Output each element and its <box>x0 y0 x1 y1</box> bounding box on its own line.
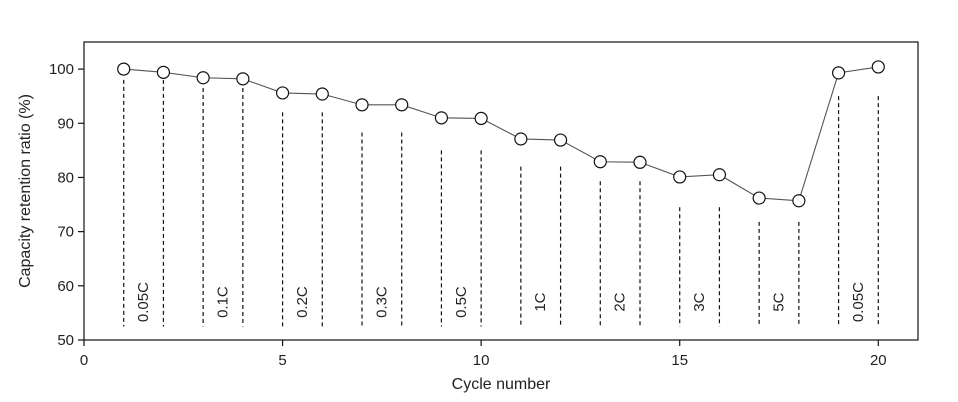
y-tick-label: 100 <box>49 61 74 78</box>
rate-label: 2C <box>612 292 629 311</box>
plot-frame <box>83 41 919 341</box>
data-point <box>156 65 171 79</box>
data-point <box>236 72 250 86</box>
y-tick-label: 50 <box>57 332 74 349</box>
rate-label: 0.5C <box>453 286 470 318</box>
rate-label: 0.1C <box>215 286 232 318</box>
y-tick-label: 90 <box>57 115 74 132</box>
x-axis-title: Cycle number <box>452 376 551 393</box>
x-tick-label: 5 <box>278 352 286 369</box>
rate-label: 0.3C <box>373 286 390 318</box>
data-point <box>673 170 687 184</box>
y-tick-label: 60 <box>57 278 74 295</box>
x-tick-label: 20 <box>870 352 887 369</box>
data-point <box>434 111 449 125</box>
axes: 0 5 10 15 20 50 60 70 80 90 100 <box>49 41 919 369</box>
data-point <box>831 66 846 80</box>
data-point <box>553 133 568 147</box>
data-point <box>117 62 131 76</box>
x-tick-label: 15 <box>671 352 688 369</box>
y-tick-label: 70 <box>57 224 74 241</box>
data-point <box>514 132 528 146</box>
data-point <box>752 191 766 205</box>
data-point <box>355 98 369 112</box>
rate-label: 0.05C <box>850 282 867 322</box>
data-point <box>275 86 290 100</box>
rate-label: 5C <box>771 292 788 311</box>
rate-divider-lines <box>123 79 879 327</box>
data-point <box>712 168 727 182</box>
data-point <box>315 87 329 101</box>
series-line <box>123 66 879 202</box>
data-series <box>117 60 885 208</box>
y-tick-label: 80 <box>57 169 74 186</box>
x-tick-label: 10 <box>473 352 490 369</box>
data-point <box>633 155 647 169</box>
y-axis-title: Capacity retention ratio (%) <box>17 94 34 288</box>
data-point <box>196 71 210 85</box>
rate-label: 1C <box>532 292 549 311</box>
data-point <box>593 155 607 169</box>
data-point <box>871 60 885 74</box>
data-point <box>474 111 488 125</box>
rate-label: 0.05C <box>135 282 152 322</box>
data-point <box>792 194 806 208</box>
data-point <box>395 98 409 112</box>
rate-labels: 0.05C 0.1C 0.2C 0.3C 0.5C 1C 2C 3C 5C 0.05C <box>135 282 867 322</box>
rate-label: 3C <box>691 292 708 311</box>
x-tick-label: 0 <box>80 352 88 369</box>
rate-label: 0.2C <box>294 286 311 318</box>
